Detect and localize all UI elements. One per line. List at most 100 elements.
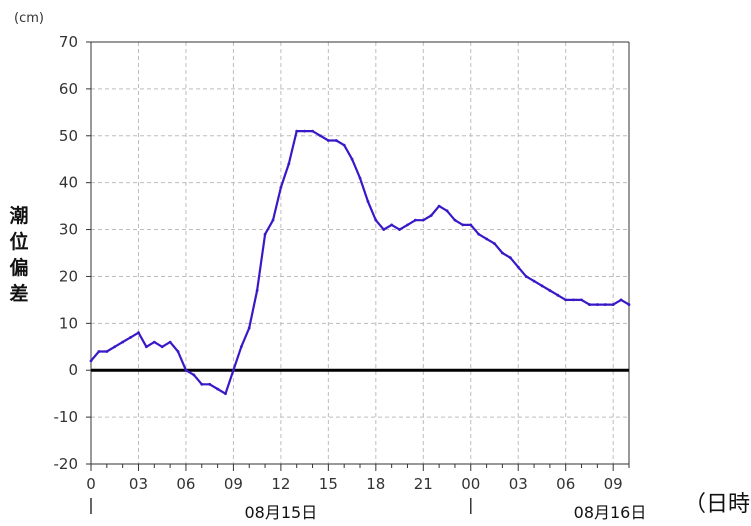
y-tick-label: 60 [59,80,78,98]
series-point [239,345,243,349]
y-axis-title-char: 差 [9,282,28,305]
x-tick-label: 06 [556,475,575,493]
y-unit-label: (cm) [14,11,44,26]
x-tick-label: 00 [461,475,480,493]
x-tick-label: 21 [414,475,433,493]
y-tick-label: -10 [54,408,79,426]
series-point [524,275,528,278]
series-point [508,256,512,260]
series-point [477,232,481,236]
series-point [374,218,378,222]
series-point [200,382,204,386]
series-point [342,143,346,147]
series-point [485,237,488,241]
series-point [588,303,591,306]
series-point [572,298,576,302]
y-tick-label: 50 [59,127,78,145]
series-point [287,162,291,166]
y-tick-label: -20 [54,455,79,473]
series-point [232,368,235,372]
series-point [501,251,504,255]
series-point [390,223,394,227]
y-axis-title-char: 偏 [9,256,28,279]
axis-layer [86,41,630,514]
series-point [540,284,544,288]
series-point [461,223,465,227]
series-point [247,326,251,330]
grid-layer [91,42,629,464]
series-point [192,373,196,377]
series-point [271,218,275,222]
series-point [548,289,552,292]
series-point [595,303,599,306]
series-point [303,129,307,133]
series-point [429,214,433,217]
series-point [208,382,212,386]
series-point [255,289,259,292]
series-point [619,298,623,302]
series-point [437,204,441,208]
series-point [144,345,148,349]
series-point [279,185,283,189]
x-tick-label: 18 [366,475,385,493]
series-point [382,228,386,231]
series-point [319,134,322,138]
x-tick-label: 03 [509,475,528,493]
y-axis-title-char: 位 [9,230,28,253]
x-axis-title: （日時） [684,492,751,517]
series-point [406,223,409,227]
series-point [89,359,93,363]
series-point [469,223,473,227]
series-point [137,331,140,335]
series-point [129,336,132,339]
x-tick-label: 12 [271,475,290,493]
series-point [627,303,631,306]
x-tick-label: 0 [86,475,96,493]
series-point [445,209,449,213]
series-point [295,129,299,133]
series-point [611,303,615,306]
series-point [311,129,314,133]
series-point [413,218,417,222]
y-tick-label: 40 [59,174,78,192]
y-tick-label: 70 [59,33,78,51]
series-point [564,298,568,302]
series-line [90,130,630,395]
series-point [358,176,362,180]
series-point [263,232,267,236]
y-axis-title-char: 潮 [9,205,28,227]
series-point [326,139,330,142]
series-point [516,265,520,269]
series-layer [89,129,631,396]
series-point [152,340,156,344]
series-point [366,200,370,203]
x-tick-label: 06 [176,475,195,493]
series-point [453,218,457,222]
series-point [216,387,219,391]
series-point [184,368,188,372]
x-tick-label: 03 [129,475,148,493]
series-point [168,340,172,344]
series-point [97,350,101,353]
date-label: 08月15日 [245,503,318,522]
series-point [493,242,496,246]
x-tick-label: 09 [224,475,243,493]
series-point [421,218,425,222]
series-point [603,303,607,306]
series-point [224,392,227,396]
series-point [556,293,560,297]
date-label: 08月16日 [574,503,647,522]
series-point [121,340,125,344]
series-point [350,157,354,161]
series-point [580,298,583,302]
series-point [160,345,164,349]
series-point [532,279,536,283]
y-tick-label: 30 [59,221,78,239]
x-tick-label: 09 [604,475,623,493]
series-point [334,139,338,142]
series-point [176,350,180,353]
y-tick-label: 0 [68,361,78,379]
y-tick-label: 10 [59,314,78,332]
